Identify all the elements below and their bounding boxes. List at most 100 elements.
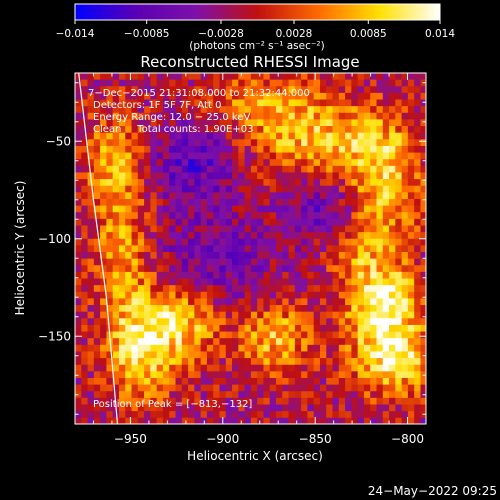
- heatmap-cell: [137, 73, 145, 81]
- heatmap-cell: [81, 172, 88, 180]
- heatmap-cell: [213, 411, 220, 419]
- heatmap-cell: [414, 205, 421, 213]
- heatmap-cell: [118, 79, 126, 87]
- heatmap-cell: [188, 331, 195, 339]
- heatmap-cell: [125, 232, 132, 240]
- heatmap-cell: [370, 119, 377, 127]
- heatmap-cell: [137, 86, 145, 94]
- heatmap-cell: [338, 145, 346, 153]
- heatmap-cell: [301, 291, 308, 299]
- heatmap-cell: [175, 79, 183, 87]
- heatmap-cell: [150, 324, 158, 332]
- heatmap-cell: [131, 384, 139, 392]
- heatmap-cell: [382, 79, 390, 87]
- heatmap-cell: [275, 126, 283, 134]
- heatmap-cell: [238, 79, 245, 87]
- heatmap-cell: [250, 271, 258, 279]
- heatmap-cell: [250, 364, 258, 372]
- heatmap-cell: [137, 344, 145, 352]
- heatmap-cell: [118, 331, 126, 339]
- heatmap-cell: [382, 258, 390, 266]
- heatmap-cell: [288, 391, 296, 399]
- heatmap-cell: [363, 384, 371, 392]
- heatmap-cell: [200, 318, 208, 326]
- heatmap-cell: [156, 119, 164, 127]
- heatmap-cell: [232, 391, 239, 399]
- heatmap-cell: [282, 265, 289, 273]
- heatmap-cell: [156, 338, 164, 346]
- heatmap-cell: [294, 364, 302, 372]
- heatmap-cell: [118, 291, 126, 299]
- heatmap-cell: [294, 285, 302, 293]
- heatmap-cell: [307, 338, 315, 346]
- heatmap-cell: [275, 377, 283, 386]
- colorbar-tick-label: 0.014: [425, 28, 455, 40]
- heatmap-cell: [137, 311, 145, 319]
- heatmap-cell: [188, 258, 195, 266]
- heatmap-cell: [313, 285, 321, 293]
- heatmap-cell: [125, 106, 132, 114]
- heatmap-cell: [144, 192, 151, 200]
- heatmap-cell: [162, 351, 170, 359]
- heatmap-cell: [225, 305, 233, 313]
- colorbar-tick-label: −0.014: [56, 28, 95, 40]
- heatmap-cell: [144, 285, 151, 293]
- heatmap-cell: [319, 358, 327, 366]
- heatmap-cell: [188, 92, 195, 100]
- heatmap-cell: [106, 225, 114, 233]
- heatmap-cell: [200, 391, 208, 399]
- heatmap-cell: [200, 265, 208, 273]
- heatmap-cell: [332, 152, 340, 160]
- heatmap-cell: [169, 344, 176, 352]
- heatmap-cell: [118, 112, 126, 120]
- heatmap-cell: [213, 391, 220, 399]
- heatmap-cell: [225, 364, 233, 372]
- heatmap-cell: [313, 132, 321, 140]
- colorbar-ticks: −0.014 −0.0085 −0.0028 0.0028 0.0085 0.014: [56, 20, 455, 40]
- heatmap-cell: [301, 86, 308, 94]
- heatmap-cell: [75, 126, 82, 134]
- heatmap-cell: [376, 364, 384, 372]
- heatmap-cell: [118, 218, 126, 226]
- heatmap-cell: [156, 298, 164, 306]
- heatmap-cell: [144, 271, 151, 279]
- heatmap-cell: [175, 119, 183, 127]
- heatmap-cell: [112, 258, 120, 266]
- heatmap-cell: [345, 192, 352, 200]
- heatmap-cell: [313, 265, 321, 273]
- heatmap-cell: [156, 258, 164, 266]
- heatmap-cell: [118, 377, 126, 386]
- heatmap-cell: [307, 278, 315, 286]
- heatmap-cell: [338, 351, 346, 359]
- heatmap-cell: [81, 291, 88, 299]
- heatmap-cell: [150, 252, 158, 260]
- heatmap-cell: [200, 397, 208, 405]
- heatmap-cell: [106, 218, 114, 226]
- heatmap-cell: [81, 126, 88, 134]
- heatmap-cell: [414, 311, 421, 319]
- heatmap-cell: [401, 99, 409, 107]
- heatmap-cell: [257, 291, 264, 299]
- heatmap-cell: [206, 192, 214, 200]
- heatmap-cell: [363, 258, 371, 266]
- heatmap-cell: [162, 86, 170, 94]
- heatmap-cell: [244, 358, 252, 366]
- heatmap-cell: [313, 112, 321, 120]
- heatmap-cell: [395, 126, 403, 134]
- heatmap-cell: [232, 99, 239, 107]
- heatmap-cell: [200, 377, 208, 386]
- heatmap-cell: [106, 377, 114, 386]
- heatmap-cell: [238, 344, 245, 352]
- heatmap-cell: [232, 338, 239, 346]
- heatmap-cell: [181, 79, 189, 87]
- heatmap-cell: [137, 106, 145, 114]
- heatmap-cell: [269, 119, 277, 127]
- heatmap-cell: [93, 411, 101, 419]
- heatmap-cell: [376, 311, 384, 319]
- chart-title: Reconstructed RHESSI Image: [140, 53, 359, 71]
- heatmap-cell: [326, 212, 333, 220]
- heatmap-cell: [144, 212, 151, 220]
- heatmap-cell: [156, 305, 164, 313]
- heatmap-cell: [162, 384, 170, 392]
- heatmap-cell: [112, 411, 120, 419]
